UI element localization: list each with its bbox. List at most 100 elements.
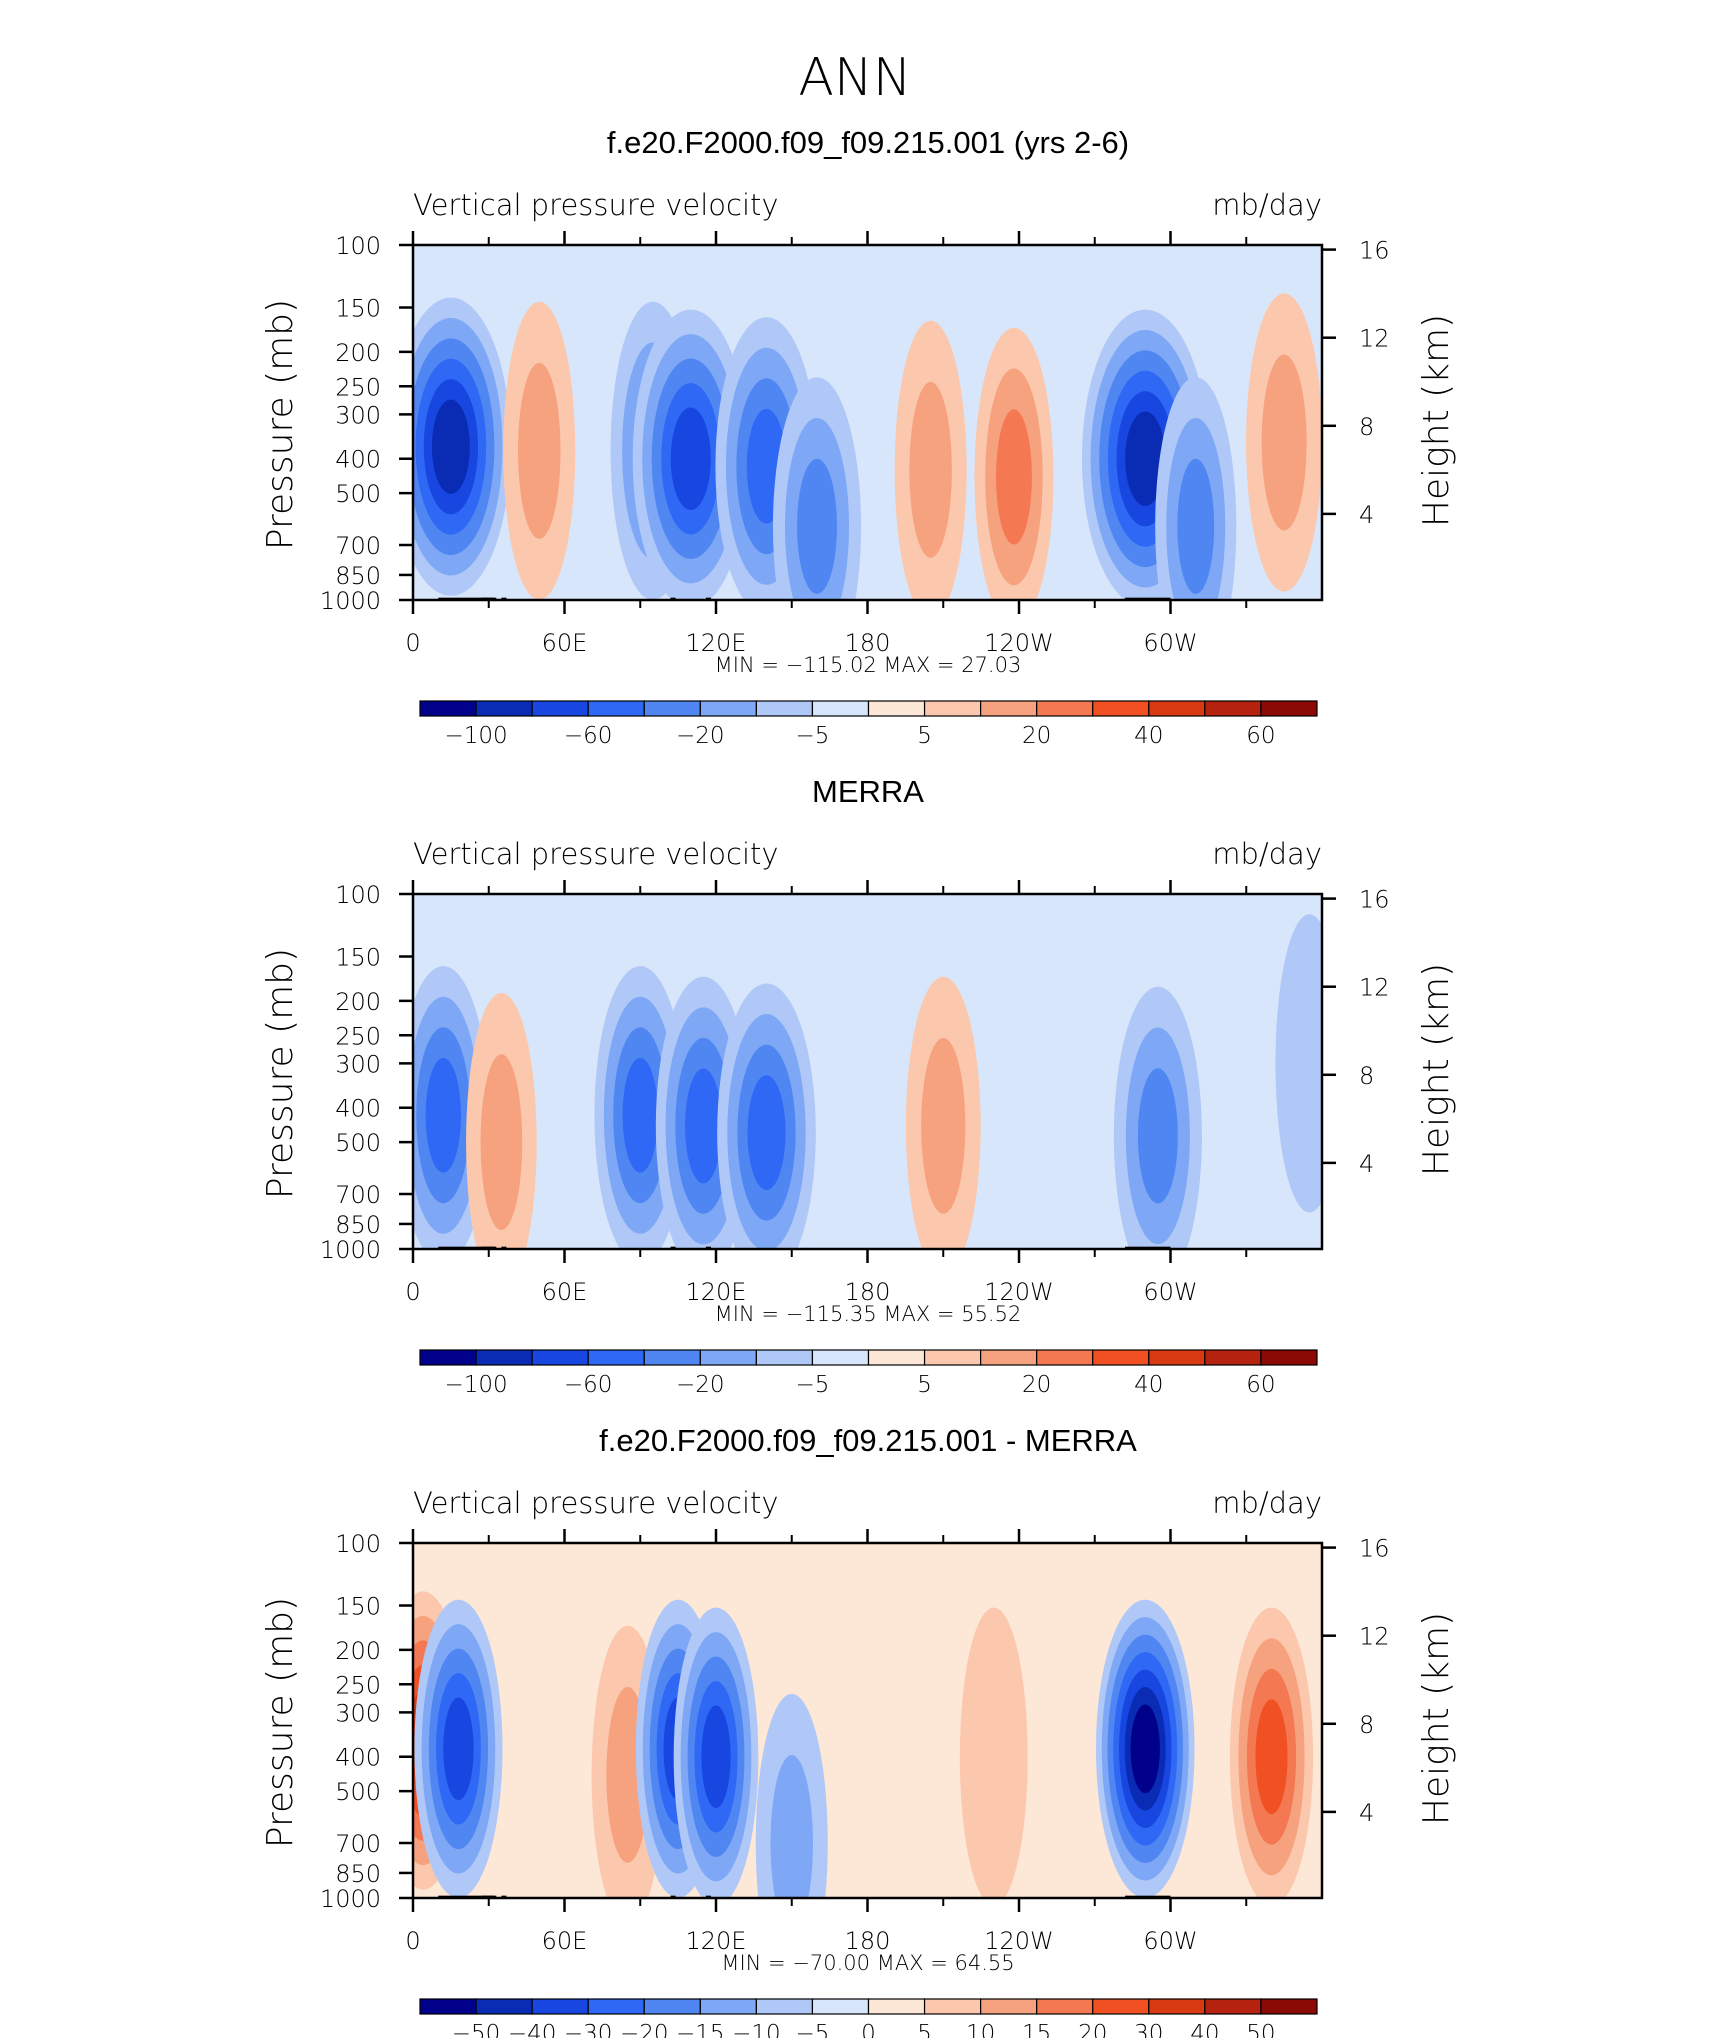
colorbar-box bbox=[531, 1998, 589, 2015]
colorbar-box bbox=[755, 1998, 814, 2015]
contour-level bbox=[1130, 1704, 1160, 1794]
ytick-label: 200 bbox=[335, 1637, 381, 1665]
colorbar-label: −10 bbox=[732, 2021, 781, 2038]
colorbar-box bbox=[867, 1349, 926, 1366]
y2-axis-label: Height (km) bbox=[1416, 1612, 1457, 1825]
xtick-label: 120W bbox=[984, 1278, 1054, 1306]
colorbar-box bbox=[1204, 700, 1262, 717]
colorbar-box bbox=[1092, 1998, 1150, 2015]
xtick-label: 0 bbox=[405, 1927, 420, 1955]
ytick-label: 700 bbox=[335, 1181, 381, 1209]
colorbar-box bbox=[1148, 700, 1206, 717]
ytick-label: 400 bbox=[335, 1744, 381, 1772]
xtick-label: 0 bbox=[405, 1278, 420, 1306]
ytick-label: 250 bbox=[335, 373, 381, 401]
y-axis-label: Pressure (mb) bbox=[260, 1597, 301, 1848]
colorbar-box bbox=[1036, 700, 1094, 717]
colorbar-box bbox=[867, 1998, 926, 2015]
panel-title: f.e20.F2000.f09_f09.215.001 (yrs 2-6) bbox=[607, 125, 1129, 160]
colorbar-box bbox=[531, 1349, 589, 1366]
y2tick-label: 8 bbox=[1359, 413, 1374, 441]
colorbar-box bbox=[699, 1349, 757, 1366]
panel-title: f.e20.F2000.f09_f09.215.001 - MERRA bbox=[599, 1423, 1137, 1458]
y2tick-label: 16 bbox=[1359, 237, 1390, 265]
y2tick-label: 8 bbox=[1359, 1062, 1374, 1090]
colorbar-box bbox=[980, 700, 1038, 717]
colorbar-box bbox=[643, 1349, 701, 1366]
colorbar-box bbox=[1204, 1998, 1262, 2015]
ytick-label: 1000 bbox=[320, 1885, 381, 1913]
contour-level bbox=[425, 1057, 461, 1173]
xtick-label: 180 bbox=[845, 629, 891, 657]
left-string: Vertical pressure velocity bbox=[413, 1486, 779, 1520]
ytick-label: 100 bbox=[335, 232, 381, 260]
y2tick-label: 4 bbox=[1359, 501, 1374, 529]
ytick-label: 150 bbox=[335, 944, 381, 972]
xtick-label: 60E bbox=[542, 629, 588, 657]
colorbar-label: −100 bbox=[444, 723, 507, 749]
colorbar-box bbox=[1092, 700, 1150, 717]
colorbar-label: −60 bbox=[564, 1372, 613, 1398]
colorbar-box bbox=[587, 1349, 645, 1366]
colorbar-label: 60 bbox=[1246, 723, 1275, 749]
units-string: mb/day bbox=[1212, 837, 1322, 871]
y-axis-label: Pressure (mb) bbox=[260, 948, 301, 1199]
colorbar-label: 30 bbox=[1134, 2021, 1163, 2038]
colorbar-box bbox=[980, 1998, 1038, 2015]
colorbar-box bbox=[1036, 1349, 1094, 1366]
colorbar-label: −50 bbox=[452, 2021, 501, 2038]
colorbar-box bbox=[419, 700, 477, 717]
y2-axis-label: Height (km) bbox=[1416, 314, 1457, 527]
colorbar-box bbox=[419, 1349, 477, 1366]
contour-level bbox=[443, 1697, 474, 1801]
colorbar-box bbox=[755, 1349, 814, 1366]
min-max-stats: MIN = −70.00 MAX = 64.55 bbox=[721, 1951, 1014, 1975]
colorbar-label: −5 bbox=[795, 1372, 829, 1398]
left-string: Vertical pressure velocity bbox=[413, 188, 779, 222]
panel-3: f.e20.F2000.f09_f09.215.001 - MERRA Verti… bbox=[260, 1423, 1457, 2038]
colorbar-label: 10 bbox=[966, 2021, 995, 2038]
contour-level bbox=[701, 1705, 731, 1809]
ytick-label: 150 bbox=[335, 295, 381, 323]
colorbar-box bbox=[475, 700, 533, 717]
ytick-label: 300 bbox=[335, 1050, 381, 1078]
colorbar-box bbox=[475, 1349, 533, 1366]
colorbar-box bbox=[587, 1998, 645, 2015]
ytick-label: 850 bbox=[335, 562, 381, 590]
left-string: Vertical pressure velocity bbox=[413, 837, 779, 871]
contour-level bbox=[747, 1075, 786, 1190]
colorbar-box bbox=[587, 700, 645, 717]
colorbar-label: 40 bbox=[1190, 2021, 1219, 2038]
y2tick-label: 16 bbox=[1359, 1535, 1390, 1563]
units-string: mb/day bbox=[1212, 1486, 1322, 1520]
ytick-label: 400 bbox=[335, 446, 381, 474]
min-max-stats: MIN = −115.02 MAX = 27.03 bbox=[715, 653, 1022, 677]
colorbar-box bbox=[1260, 1349, 1318, 1366]
y2-axis-label: Height (km) bbox=[1416, 963, 1457, 1176]
contour-level bbox=[909, 381, 952, 558]
ytick-label: 700 bbox=[335, 532, 381, 560]
colorbar-label: −5 bbox=[795, 2021, 829, 2038]
contour-level bbox=[685, 1068, 722, 1184]
min-max-stats: MIN = −115.35 MAX = 55.52 bbox=[715, 1302, 1022, 1326]
y2tick-label: 8 bbox=[1359, 1711, 1374, 1739]
colorbar-box bbox=[1148, 1998, 1206, 2015]
colorbar-box bbox=[1148, 1349, 1206, 1366]
y2tick-label: 4 bbox=[1359, 1799, 1374, 1827]
contour-field bbox=[413, 1543, 1322, 1898]
contour-level bbox=[670, 407, 711, 511]
colorbar-box bbox=[923, 1349, 982, 1366]
ytick-label: 700 bbox=[335, 1830, 381, 1858]
y2tick-label: 16 bbox=[1359, 886, 1390, 914]
colorbar-box bbox=[475, 1998, 533, 2015]
colorbar-box bbox=[1260, 700, 1318, 717]
colorbar-box bbox=[1204, 1349, 1262, 1366]
ytick-label: 100 bbox=[335, 1530, 381, 1558]
contour-field bbox=[413, 245, 1322, 600]
colorbar-label: −100 bbox=[444, 1372, 507, 1398]
colorbar-box bbox=[699, 700, 757, 717]
panel-2: MERRA Vertical pressure velocity mb/day 100… bbox=[260, 774, 1457, 1398]
colorbar-box bbox=[923, 700, 982, 717]
contour-level bbox=[996, 409, 1032, 545]
